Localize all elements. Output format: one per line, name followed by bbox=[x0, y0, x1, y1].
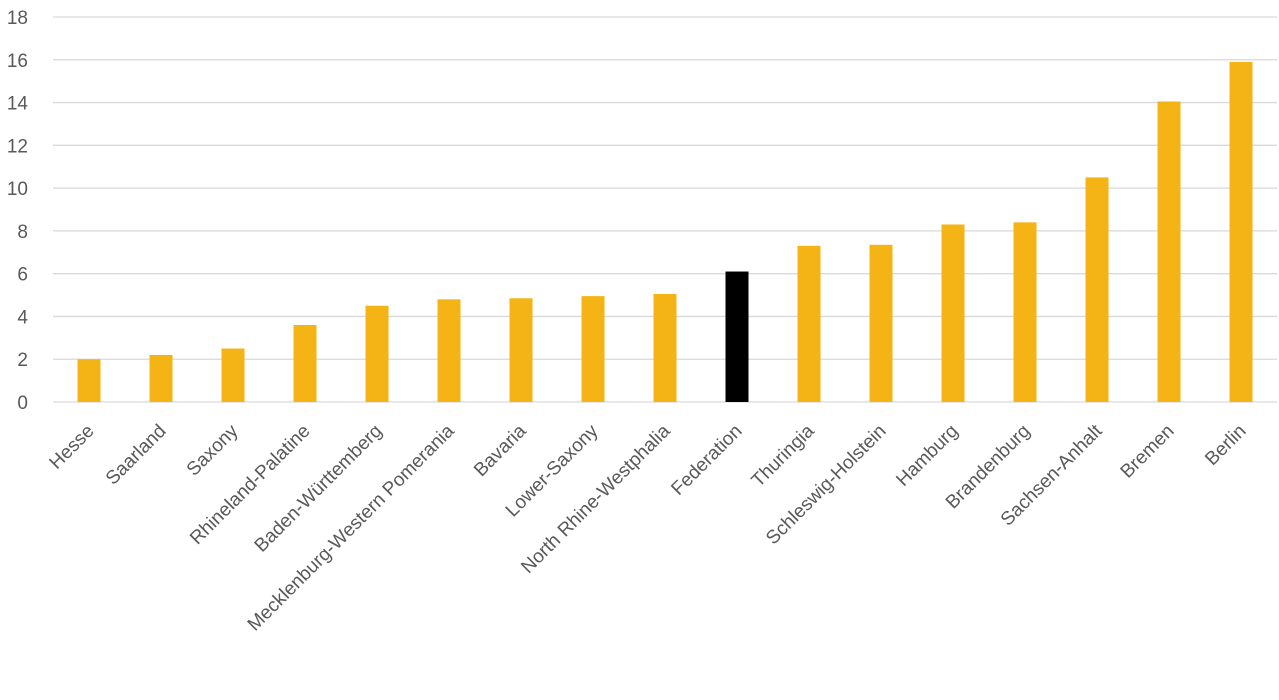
bar-mecklenburg-western-pomerania bbox=[437, 299, 461, 402]
x-category-label: Saxony bbox=[183, 420, 243, 480]
bars bbox=[77, 61, 1253, 403]
y-tick-label: 6 bbox=[17, 265, 28, 286]
x-category-label: Schleswig-Holstein bbox=[762, 421, 890, 549]
bar-saxony bbox=[221, 348, 245, 402]
x-category-label: Saarland bbox=[102, 421, 171, 490]
y-tick-label: 12 bbox=[7, 136, 28, 157]
bar-berlin bbox=[1229, 61, 1253, 403]
bar-brandenburg bbox=[1013, 222, 1037, 402]
x-category-label: Rhineland-Palatine bbox=[186, 421, 314, 549]
bar-north-rhine-westphalia bbox=[653, 293, 677, 402]
x-category-label: Hesse bbox=[46, 421, 99, 474]
bar-sachsen-anhalt bbox=[1085, 177, 1109, 402]
y-tick-label: 0 bbox=[17, 393, 28, 414]
gridlines bbox=[53, 16, 1277, 403]
bar-thuringia bbox=[797, 245, 821, 402]
x-category-label: Hamburg bbox=[892, 421, 962, 491]
y-tick-label: 10 bbox=[7, 179, 28, 200]
x-axis-category-labels: Hesse Saarland SaxonyRhineland-PalatineBad… bbox=[46, 420, 1251, 635]
x-category-label: North Rhine-Westphalia bbox=[517, 420, 675, 578]
x-category-label: Berlin bbox=[1201, 421, 1250, 470]
bar-saarland bbox=[149, 354, 173, 402]
x-category-label: Bavaria bbox=[470, 420, 531, 481]
y-tick-label: 16 bbox=[7, 51, 28, 72]
x-category-label: Federation bbox=[667, 421, 746, 500]
bar-hamburg bbox=[941, 224, 965, 402]
bar-schleswig-holstein bbox=[869, 244, 893, 402]
bar-lower-saxony bbox=[581, 296, 605, 402]
bar-bremen bbox=[1157, 101, 1181, 402]
bar-baden-w-rttemberg bbox=[365, 305, 389, 402]
bar-federation bbox=[725, 271, 749, 402]
y-axis-tick-labels: 0 2 4 6 8 10 12 14 16 18 bbox=[7, 8, 29, 414]
bar-rhineland-palatine bbox=[293, 325, 317, 402]
y-tick-label: 18 bbox=[7, 8, 28, 29]
x-category-label: Thuringia bbox=[748, 420, 819, 491]
bar-hesse bbox=[77, 359, 101, 402]
y-tick-label: 8 bbox=[17, 222, 28, 243]
x-category-label: Baden-Württemberg bbox=[251, 421, 387, 557]
y-tick-label: 2 bbox=[17, 350, 28, 371]
y-tick-label: 4 bbox=[17, 307, 28, 328]
bar-bavaria bbox=[509, 298, 533, 402]
x-category-label: Bremen bbox=[1117, 421, 1179, 483]
y-tick-label: 14 bbox=[7, 94, 29, 115]
